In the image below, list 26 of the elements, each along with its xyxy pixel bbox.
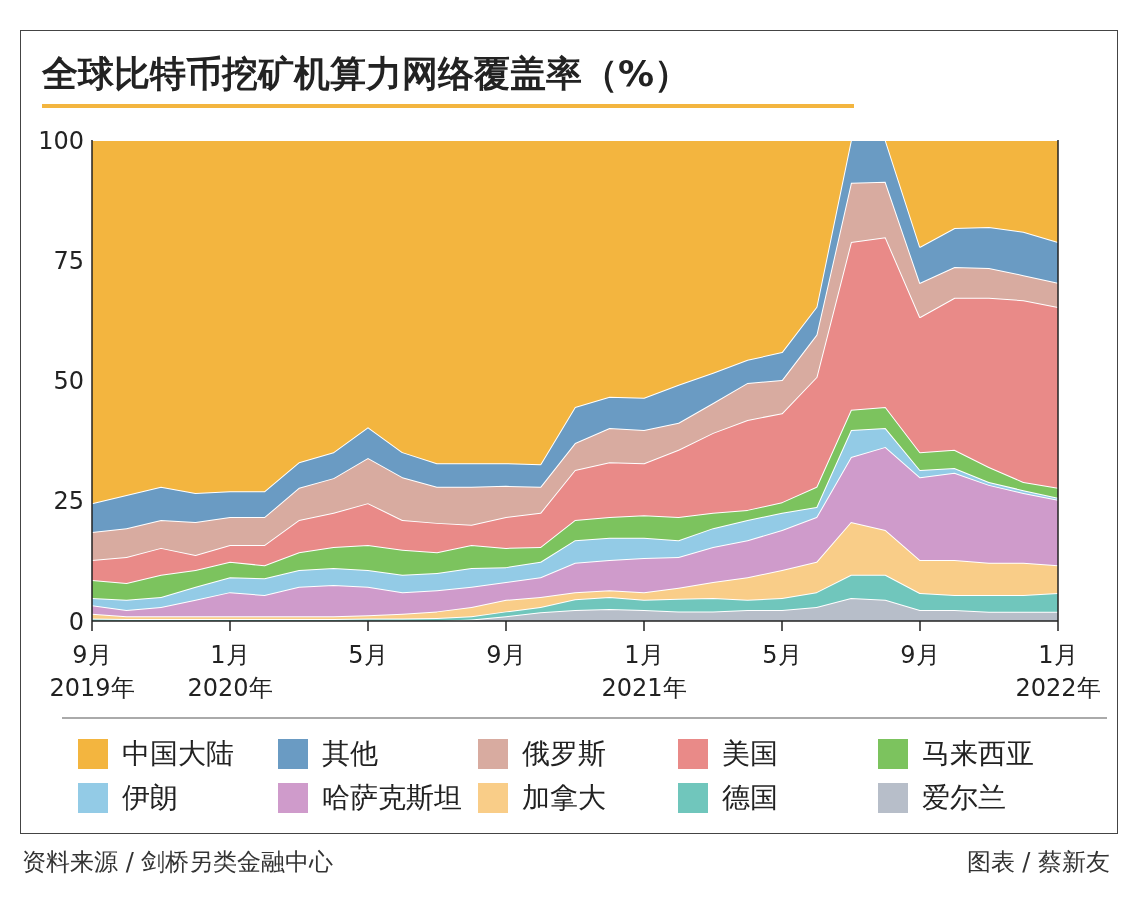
legend-label: 马来西亚 — [922, 736, 1034, 772]
y-tick-label: 50 — [53, 367, 84, 396]
x-tick-label: 1月 2020年 — [187, 641, 273, 702]
legend-label: 哈萨克斯坦 — [322, 780, 462, 816]
y-tick-label: 0 — [68, 607, 84, 636]
x-tick-label: 1月 2022年 — [1015, 641, 1101, 702]
legend-label: 美国 — [722, 736, 778, 772]
x-tick-label: 5月 — [348, 641, 388, 669]
y-tick-label: 25 — [53, 487, 84, 516]
x-tick-label: 9月 — [486, 641, 526, 669]
x-tick-label: 1月 2021年 — [601, 641, 687, 702]
legend-label: 中国大陆 — [122, 736, 234, 772]
chart-title: 全球比特币挖矿机算力网络覆盖率（%） — [42, 52, 691, 96]
text: 资料来源 / 剑桥另类金融中心 — [22, 847, 334, 878]
legend-label: 其他 — [322, 736, 378, 772]
legend-label: 俄罗斯 — [522, 736, 606, 772]
legend-label: 爱尔兰 — [922, 780, 1006, 816]
legend-label: 德国 — [722, 780, 778, 816]
x-tick-label: 5月 — [762, 641, 802, 669]
x-tick-label: 9月 — [900, 641, 940, 669]
legend-label: 加拿大 — [522, 780, 606, 816]
text: 图表 / 蔡新友 — [966, 847, 1110, 878]
legend-label: 伊朗 — [122, 780, 178, 816]
y-tick-label: 75 — [53, 246, 84, 275]
x-tick-label: 9月 2019年 — [49, 641, 135, 702]
y-tick-label: 100 — [38, 126, 84, 155]
